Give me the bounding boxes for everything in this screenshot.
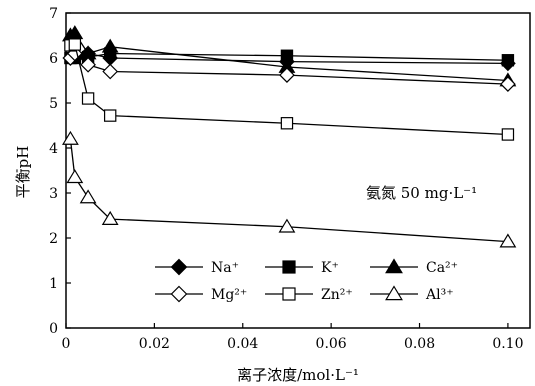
data-point bbox=[500, 76, 516, 92]
data-point bbox=[280, 117, 294, 130]
y-axis-title: 平衡pH bbox=[14, 146, 32, 199]
data-point bbox=[79, 189, 97, 204]
data-point bbox=[101, 210, 119, 225]
y-tick-label: 1 bbox=[49, 276, 58, 292]
data-point bbox=[66, 169, 84, 184]
x-axis-title: 离子浓度/mol·L⁻¹ bbox=[237, 366, 359, 384]
y-tick-label: 7 bbox=[49, 6, 58, 22]
x-tick-label: 0.02 bbox=[139, 336, 170, 352]
data-point bbox=[81, 92, 95, 105]
data-point bbox=[278, 218, 296, 233]
annotation-text: 氨氮 50 mg·L⁻¹ bbox=[366, 184, 477, 202]
legend-marker bbox=[170, 258, 188, 276]
series-4 bbox=[64, 38, 515, 141]
legend-marker bbox=[385, 285, 403, 301]
y-tick-label: 2 bbox=[49, 231, 58, 247]
data-point bbox=[501, 54, 515, 67]
y-tick-label: 5 bbox=[49, 96, 58, 112]
legend-item: Mg²⁺ bbox=[155, 285, 247, 303]
y-tick-label: 3 bbox=[49, 186, 58, 202]
x-tick-label: 0.06 bbox=[316, 336, 347, 352]
y-tick-label: 0 bbox=[49, 321, 58, 337]
legend-label: Al³⁺ bbox=[425, 287, 454, 303]
y-tick-label: 6 bbox=[49, 51, 58, 67]
x-tick-label: 0 bbox=[62, 336, 71, 352]
legend: Na⁺ K⁺ Ca²⁺ Mg²⁺ Zn²⁺ Al³⁺ bbox=[155, 258, 458, 303]
x-axis: 0 0.02 0.04 0.06 0.08 0.10 bbox=[62, 323, 523, 352]
y-tick-label: 4 bbox=[49, 141, 58, 157]
data-point bbox=[101, 38, 119, 53]
data-point bbox=[103, 109, 117, 122]
legend-label: Mg²⁺ bbox=[211, 287, 247, 303]
y-axis: 0 1 2 3 4 5 6 7 bbox=[49, 6, 71, 337]
x-tick-label: 0.10 bbox=[492, 336, 523, 352]
legend-item: K⁺ bbox=[265, 260, 339, 276]
legend-item: Al³⁺ bbox=[370, 285, 454, 303]
series-5 bbox=[62, 130, 517, 248]
legend-label: Na⁺ bbox=[211, 260, 239, 276]
series-layer bbox=[62, 25, 517, 248]
x-tick-label: 0.04 bbox=[227, 336, 258, 352]
x-tick-label: 0.08 bbox=[404, 336, 435, 352]
legend-item: Na⁺ bbox=[155, 258, 239, 276]
data-point bbox=[80, 56, 96, 73]
legend-label: Zn²⁺ bbox=[321, 287, 353, 303]
legend-marker bbox=[282, 287, 296, 301]
data-point bbox=[62, 130, 79, 145]
data-point bbox=[68, 38, 82, 51]
legend-item: Zn²⁺ bbox=[265, 287, 353, 303]
data-point bbox=[501, 128, 515, 141]
legend-marker bbox=[170, 285, 188, 303]
legend-marker bbox=[385, 258, 403, 274]
legend-label: K⁺ bbox=[321, 260, 339, 276]
data-point bbox=[279, 67, 295, 83]
legend-item: Ca²⁺ bbox=[370, 258, 458, 276]
data-point bbox=[499, 233, 517, 248]
legend-label: Ca²⁺ bbox=[426, 260, 458, 276]
series-3 bbox=[62, 45, 516, 92]
plot-frame bbox=[65, 12, 531, 329]
legend-marker bbox=[282, 260, 296, 274]
data-point bbox=[102, 63, 119, 80]
